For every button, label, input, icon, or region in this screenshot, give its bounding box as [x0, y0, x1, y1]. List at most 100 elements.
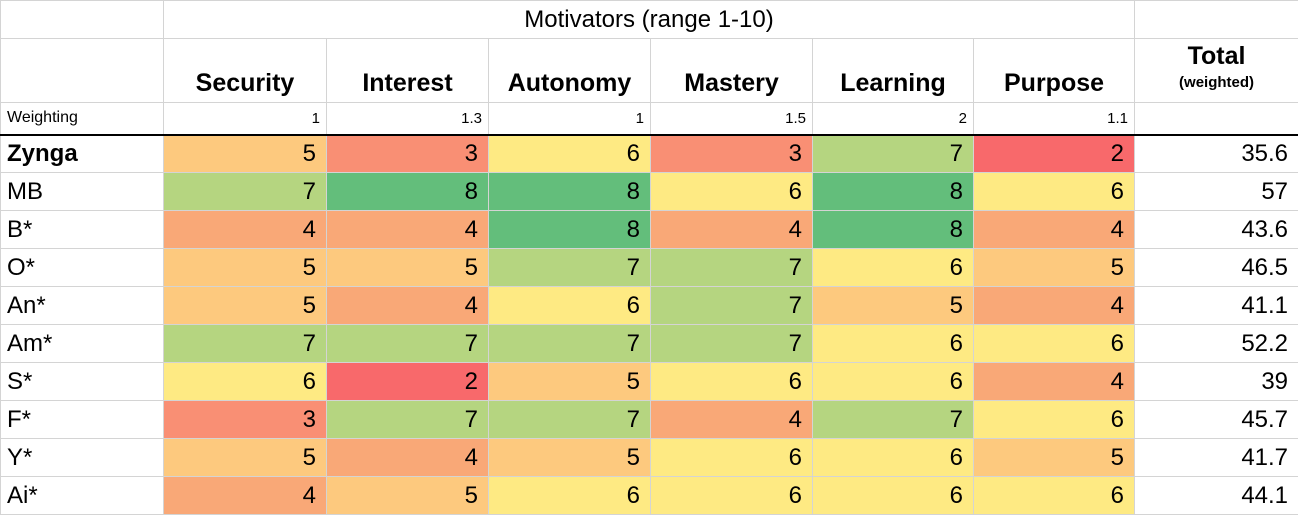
score-cell-learning[interactable]: 6: [812, 438, 974, 477]
row-name-cell[interactable]: F*: [0, 400, 164, 439]
weighting-total-blank[interactable]: [1134, 102, 1298, 136]
row-name-cell[interactable]: S*: [0, 362, 164, 401]
score-cell-purpose[interactable]: 6: [972, 172, 1136, 211]
row-name-cell[interactable]: An*: [0, 286, 164, 325]
score-cell-interest[interactable]: 7: [326, 400, 489, 439]
weighting-learning[interactable]: 2: [812, 102, 974, 136]
score-cell-learning[interactable]: 7: [812, 400, 974, 439]
score-cell-security[interactable]: 5: [163, 134, 327, 173]
total-cell[interactable]: 39: [1134, 362, 1298, 401]
score-cell-autonomy[interactable]: 7: [488, 400, 651, 439]
table-title[interactable]: Motivators (range 1-10): [162, 0, 1136, 39]
score-cell-mastery[interactable]: 4: [650, 210, 813, 249]
score-cell-learning[interactable]: 6: [812, 476, 974, 515]
weighting-interest[interactable]: 1.3: [326, 102, 489, 136]
score-cell-mastery[interactable]: 6: [650, 172, 813, 211]
score-cell-purpose[interactable]: 2: [972, 134, 1136, 173]
score-cell-mastery[interactable]: 6: [650, 476, 813, 515]
total-cell[interactable]: 57: [1134, 172, 1298, 211]
total-cell[interactable]: 52.2: [1134, 324, 1298, 363]
score-cell-security[interactable]: 3: [163, 400, 327, 439]
score-cell-learning[interactable]: 6: [812, 324, 974, 363]
score-cell-interest[interactable]: 4: [326, 210, 489, 249]
score-cell-mastery[interactable]: 6: [650, 362, 813, 401]
title-row-total-cell[interactable]: [1134, 0, 1298, 39]
score-cell-autonomy[interactable]: 8: [488, 210, 651, 249]
total-cell[interactable]: 43.6: [1134, 210, 1298, 249]
row-name-cell[interactable]: Am*: [0, 324, 164, 363]
score-cell-mastery[interactable]: 6: [650, 438, 813, 477]
score-cell-purpose[interactable]: 4: [972, 210, 1136, 249]
score-cell-learning[interactable]: 5: [812, 286, 974, 325]
score-cell-purpose[interactable]: 6: [972, 400, 1136, 439]
corner-cell[interactable]: [0, 0, 164, 39]
score-cell-mastery[interactable]: 4: [650, 400, 813, 439]
score-cell-learning[interactable]: 8: [812, 172, 974, 211]
score-cell-security[interactable]: 5: [163, 248, 327, 287]
header-blank-cell[interactable]: [0, 38, 164, 103]
column-header-mastery[interactable]: Mastery: [650, 38, 813, 103]
score-cell-interest[interactable]: 5: [326, 476, 489, 515]
score-cell-learning[interactable]: 8: [812, 210, 974, 249]
score-cell-security[interactable]: 7: [163, 172, 327, 211]
score-cell-interest[interactable]: 4: [326, 286, 489, 325]
score-cell-interest[interactable]: 2: [326, 362, 489, 401]
row-name-cell[interactable]: Ai*: [0, 476, 164, 515]
score-cell-interest[interactable]: 3: [326, 134, 489, 173]
row-name-cell[interactable]: O*: [0, 248, 164, 287]
score-cell-autonomy[interactable]: 5: [488, 362, 651, 401]
row-name-cell[interactable]: B*: [0, 210, 164, 249]
row-name-cell[interactable]: Zynga: [0, 134, 164, 173]
score-cell-interest[interactable]: 4: [326, 438, 489, 477]
total-cell[interactable]: 35.6: [1134, 134, 1298, 173]
total-cell[interactable]: 41.7: [1134, 438, 1298, 477]
weighting-security[interactable]: 1: [163, 102, 327, 136]
score-cell-learning[interactable]: 6: [812, 362, 974, 401]
score-cell-autonomy[interactable]: 6: [488, 286, 651, 325]
score-cell-security[interactable]: 7: [163, 324, 327, 363]
score-cell-purpose[interactable]: 4: [972, 286, 1136, 325]
column-header-security[interactable]: Security: [163, 38, 327, 103]
score-cell-security[interactable]: 5: [163, 286, 327, 325]
column-header-total[interactable]: Total (weighted): [1134, 38, 1298, 103]
weighting-autonomy[interactable]: 1: [488, 102, 651, 136]
score-cell-learning[interactable]: 6: [812, 248, 974, 287]
weighting-label[interactable]: Weighting: [0, 102, 164, 136]
score-cell-autonomy[interactable]: 7: [488, 248, 651, 287]
score-cell-mastery[interactable]: 7: [650, 248, 813, 287]
score-cell-interest[interactable]: 8: [326, 172, 489, 211]
column-header-interest[interactable]: Interest: [326, 38, 489, 103]
score-cell-autonomy[interactable]: 8: [488, 172, 651, 211]
score-cell-mastery[interactable]: 3: [650, 134, 813, 173]
score-cell-security[interactable]: 4: [163, 476, 327, 515]
weighting-mastery[interactable]: 1.5: [650, 102, 813, 136]
row-name-cell[interactable]: MB: [0, 172, 164, 211]
score-cell-purpose[interactable]: 6: [972, 476, 1136, 515]
total-cell[interactable]: 46.5: [1134, 248, 1298, 287]
column-header-learning[interactable]: Learning: [812, 38, 974, 103]
weighting-purpose[interactable]: 1.1: [972, 102, 1136, 136]
row-name-cell[interactable]: Y*: [0, 438, 164, 477]
column-header-autonomy[interactable]: Autonomy: [488, 38, 651, 103]
score-cell-purpose[interactable]: 5: [972, 248, 1136, 287]
score-cell-purpose[interactable]: 4: [972, 362, 1136, 401]
score-cell-learning[interactable]: 7: [812, 134, 974, 173]
score-cell-autonomy[interactable]: 7: [488, 324, 651, 363]
score-cell-security[interactable]: 6: [163, 362, 327, 401]
score-cell-mastery[interactable]: 7: [650, 286, 813, 325]
score-cell-interest[interactable]: 5: [326, 248, 489, 287]
column-header-purpose[interactable]: Purpose: [972, 38, 1136, 103]
score-cell-autonomy[interactable]: 6: [488, 134, 651, 173]
score-cell-security[interactable]: 5: [163, 438, 327, 477]
score-cell-purpose[interactable]: 6: [972, 324, 1136, 363]
score-cell-autonomy[interactable]: 5: [488, 438, 651, 477]
total-cell[interactable]: 44.1: [1134, 476, 1298, 515]
score-cell-interest[interactable]: 7: [326, 324, 489, 363]
total-cell[interactable]: 41.1: [1134, 286, 1298, 325]
score-cell-security[interactable]: 4: [163, 210, 327, 249]
table-row: O* 5 5 7 7 6 5 46.5: [0, 248, 1298, 287]
total-cell[interactable]: 45.7: [1134, 400, 1298, 439]
score-cell-mastery[interactable]: 7: [650, 324, 813, 363]
score-cell-autonomy[interactable]: 6: [488, 476, 651, 515]
score-cell-purpose[interactable]: 5: [972, 438, 1136, 477]
